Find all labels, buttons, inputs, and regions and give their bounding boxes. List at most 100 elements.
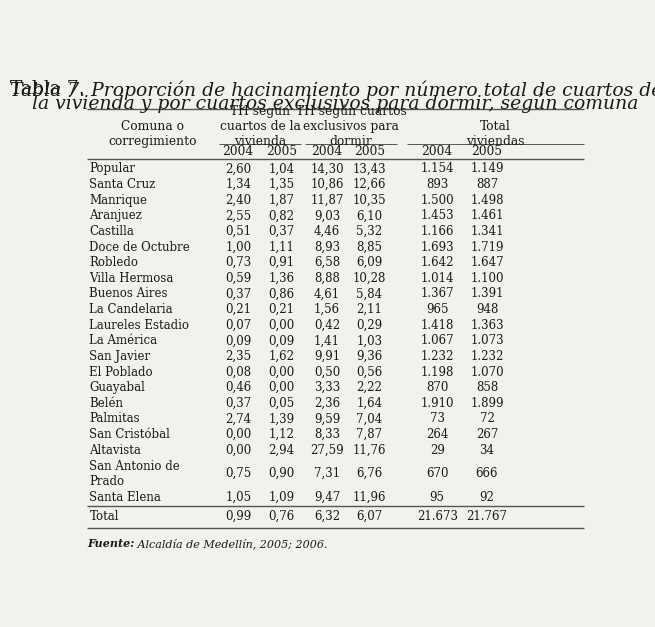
Text: 1.070: 1.070 [470,366,504,379]
Text: 9,36: 9,36 [356,350,383,363]
Text: 8,33: 8,33 [314,428,340,441]
Text: 27,59: 27,59 [310,444,344,456]
Text: 1,00: 1,00 [225,241,252,253]
Text: 2004: 2004 [223,145,254,158]
Text: 73: 73 [430,413,445,426]
Text: 10,28: 10,28 [352,272,386,285]
Text: 1,56: 1,56 [314,303,340,316]
Text: 0,00: 0,00 [225,444,252,456]
Text: 670: 670 [426,467,449,480]
Text: Palmitas: Palmitas [90,413,140,426]
Text: Manrique: Manrique [90,194,147,207]
Text: 72: 72 [479,413,495,426]
Text: 2,94: 2,94 [269,444,295,456]
Text: 11,96: 11,96 [352,490,386,503]
Text: Total
viviendas: Total viviendas [466,120,525,148]
Text: 1.341: 1.341 [470,225,504,238]
Text: 0,59: 0,59 [225,272,252,285]
Text: 1.693: 1.693 [421,241,454,253]
Text: 0,73: 0,73 [225,256,252,269]
Text: 8,85: 8,85 [356,241,382,253]
Text: Castilla: Castilla [90,225,134,238]
Text: 1.899: 1.899 [470,397,504,410]
Text: San Antonio de
Prado: San Antonio de Prado [90,460,180,488]
Text: 2,11: 2,11 [356,303,382,316]
Text: 6,76: 6,76 [356,467,383,480]
Text: Total: Total [90,510,119,523]
Text: 0,00: 0,00 [269,381,295,394]
Text: 870: 870 [426,381,449,394]
Text: 0,42: 0,42 [314,319,340,332]
Text: 666: 666 [476,467,498,480]
Text: 1.100: 1.100 [470,272,504,285]
Text: 1.453: 1.453 [421,209,454,223]
Text: la vivienda y por cuartos exclusivos para dormir, según comuna: la vivienda y por cuartos exclusivos par… [33,93,639,113]
Text: 11,87: 11,87 [310,194,344,207]
Text: 0,00: 0,00 [269,319,295,332]
Text: 1.154: 1.154 [421,162,454,176]
Text: 0,08: 0,08 [225,366,252,379]
Text: 1.367: 1.367 [421,287,454,300]
Text: 2005: 2005 [266,145,297,158]
Text: 0,00: 0,00 [225,428,252,441]
Text: 1.910: 1.910 [421,397,454,410]
Text: Belén: Belén [90,397,124,410]
Text: Laureles Estadio: Laureles Estadio [90,319,189,332]
Text: 1,62: 1,62 [269,350,294,363]
Text: 264: 264 [426,428,449,441]
Text: 2,74: 2,74 [225,413,252,426]
Text: 2,22: 2,22 [356,381,382,394]
Text: 1.149: 1.149 [470,162,504,176]
Text: 8,93: 8,93 [314,241,340,253]
Text: 267: 267 [476,428,498,441]
Text: 2004: 2004 [422,145,453,158]
Text: Villa Hermosa: Villa Hermosa [90,272,174,285]
Text: 11,76: 11,76 [352,444,386,456]
Text: Aranjuez: Aranjuez [90,209,142,223]
Text: 0,09: 0,09 [225,334,252,347]
Text: 0,09: 0,09 [269,334,295,347]
Text: 0,76: 0,76 [269,510,295,523]
Text: 6,10: 6,10 [356,209,383,223]
Text: 1.418: 1.418 [421,319,454,332]
Text: 0,46: 0,46 [225,381,252,394]
Text: 4,46: 4,46 [314,225,340,238]
Text: 0,56: 0,56 [356,366,383,379]
Text: 0,29: 0,29 [356,319,383,332]
Text: La América: La América [90,334,158,347]
Text: 1.166: 1.166 [421,225,454,238]
Text: Altavista: Altavista [90,444,141,456]
Text: 1,09: 1,09 [269,490,295,503]
Text: 1.647: 1.647 [470,256,504,269]
Text: 21.767: 21.767 [466,510,508,523]
Text: 0,86: 0,86 [269,287,295,300]
Text: 1.073: 1.073 [470,334,504,347]
Text: 2,35: 2,35 [225,350,252,363]
Text: El Poblado: El Poblado [90,366,153,379]
Text: 1.642: 1.642 [421,256,454,269]
Text: 0,37: 0,37 [225,287,252,300]
Text: 2005: 2005 [354,145,384,158]
Text: 1,36: 1,36 [269,272,295,285]
Text: 1.232: 1.232 [421,350,454,363]
Text: Fuente:: Fuente: [87,538,134,549]
Text: 1,12: 1,12 [269,428,294,441]
Text: 9,03: 9,03 [314,209,340,223]
Text: 9,47: 9,47 [314,490,340,503]
Text: 10,35: 10,35 [352,194,386,207]
Text: 12,66: 12,66 [352,178,386,191]
Text: 1.198: 1.198 [421,366,454,379]
Text: 1,05: 1,05 [225,490,252,503]
Text: 1.500: 1.500 [421,194,454,207]
Text: 1,41: 1,41 [314,334,340,347]
Text: Buenos Aires: Buenos Aires [90,287,168,300]
Text: 2,60: 2,60 [225,162,252,176]
Text: 1,64: 1,64 [356,397,383,410]
Text: 21.673: 21.673 [417,510,458,523]
Text: Alcaldía de Medellín, 2005; 2006.: Alcaldía de Medellín, 2005; 2006. [134,538,328,549]
Text: Comuna o
corregimiento: Comuna o corregimiento [109,120,197,148]
Text: Doce de Octubre: Doce de Octubre [90,241,190,253]
Text: San Javier: San Javier [90,350,151,363]
Text: 858: 858 [476,381,498,394]
Text: 8,88: 8,88 [314,272,340,285]
